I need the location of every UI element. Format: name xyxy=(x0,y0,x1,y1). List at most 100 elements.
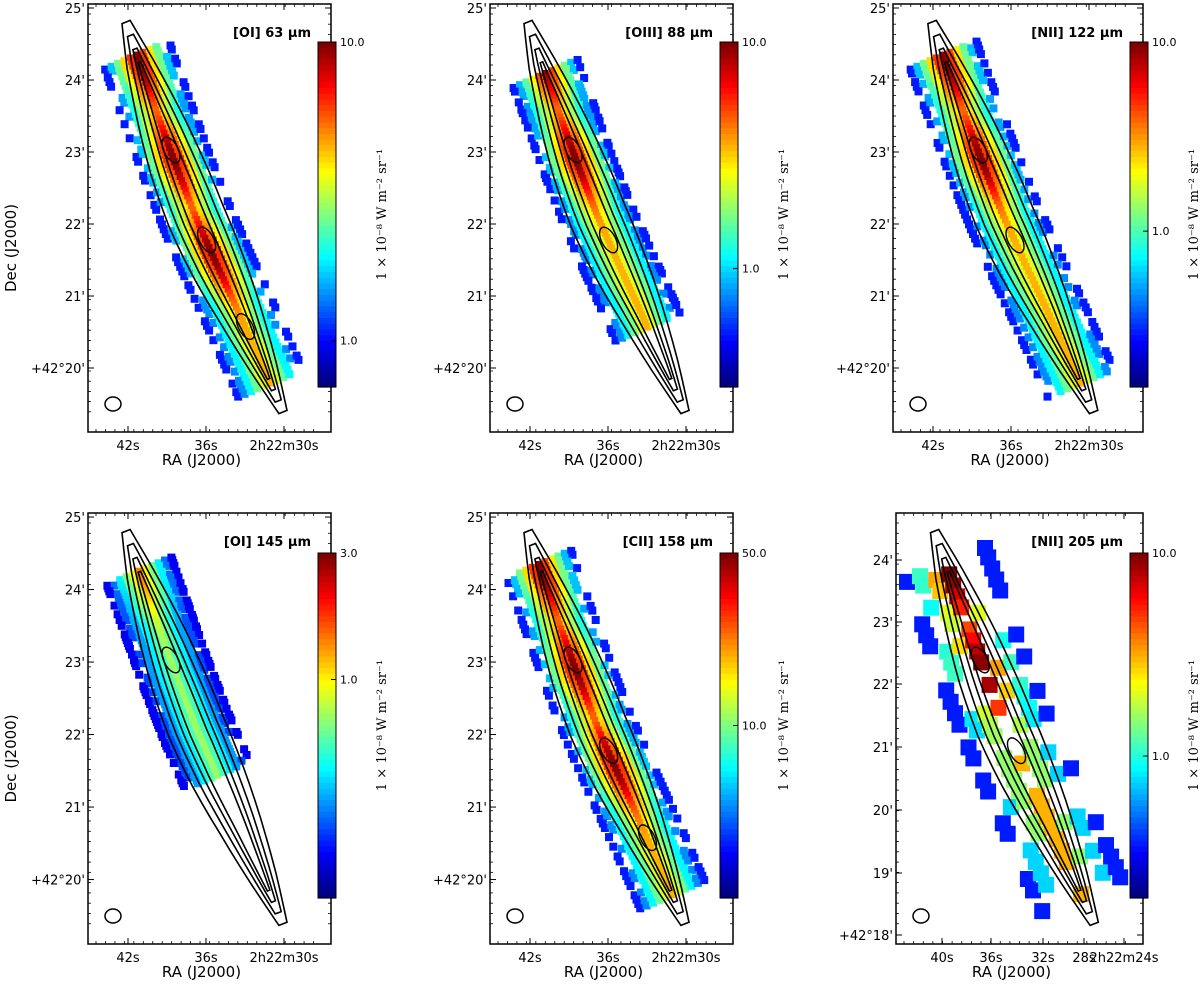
emission-pixel xyxy=(238,385,247,394)
x-tick-label: 2h22m30s xyxy=(249,439,318,454)
emission-pixel xyxy=(244,260,253,269)
emission-pixel xyxy=(147,113,156,122)
emission-pixel xyxy=(540,660,549,669)
emission-pixel xyxy=(637,853,646,862)
emission-pixel xyxy=(980,783,997,800)
emission-pixel xyxy=(1006,129,1015,138)
emission-pixel xyxy=(994,285,1003,294)
emission-pixel xyxy=(645,787,654,796)
emission-pixel xyxy=(277,368,286,377)
emission-pixel xyxy=(624,330,633,339)
emission-pixel xyxy=(1014,244,1023,253)
emission-pixel xyxy=(1020,185,1029,194)
colorbar-segment xyxy=(318,335,336,342)
emission-pixel xyxy=(639,876,648,885)
emission-pixel xyxy=(527,134,536,143)
emission-pixel xyxy=(144,104,153,113)
emission-pixel xyxy=(150,139,158,148)
emission-pixel xyxy=(151,101,159,110)
emission-pixel xyxy=(1037,362,1046,371)
emission-pixel xyxy=(934,100,943,109)
emission-pixel xyxy=(152,106,161,115)
emission-pixel xyxy=(623,190,632,199)
emission-pixel xyxy=(621,204,630,213)
colorbar-segment xyxy=(1130,788,1148,796)
emission-pixel xyxy=(948,116,957,125)
emission-pixel xyxy=(598,819,607,828)
colorbar-segment xyxy=(318,576,336,583)
emission-pixel xyxy=(185,135,194,144)
emission-pixel xyxy=(978,157,987,166)
emission-pixel xyxy=(962,72,971,81)
emission-pixel xyxy=(1054,382,1063,391)
panel-title: [CII] 158 μm xyxy=(623,535,713,550)
contour-line xyxy=(927,19,1099,415)
colorbar-segment xyxy=(1130,863,1148,870)
emission-pixel xyxy=(665,303,674,312)
colorbar-segment xyxy=(1130,714,1148,721)
emission-pixel xyxy=(196,203,205,212)
emission-pixel xyxy=(233,730,242,739)
emission-pixel xyxy=(205,293,214,302)
emission-pixel xyxy=(193,216,202,224)
emission-pixel xyxy=(199,280,208,289)
emission-pixel xyxy=(220,260,229,268)
emission-pixel xyxy=(170,561,179,570)
colorbar-segment xyxy=(720,587,738,594)
emission-pixel xyxy=(660,786,669,795)
emission-pixel xyxy=(996,290,1005,299)
emission-pixel xyxy=(624,877,633,885)
emission-pixel xyxy=(285,370,294,379)
emission-pixel xyxy=(523,102,532,111)
emission-pixel xyxy=(128,100,137,109)
emission-pixel xyxy=(235,275,244,284)
colorbar-segment xyxy=(1130,272,1148,279)
colorbar-segment xyxy=(1130,599,1148,606)
emission-pixel xyxy=(594,794,603,802)
emission-pixel xyxy=(567,632,576,640)
emission-pixel xyxy=(555,207,563,216)
x-tick-label: 36s xyxy=(194,439,218,454)
colorbar-segment xyxy=(1130,220,1148,227)
colorbar-segment xyxy=(720,59,738,66)
emission-pixel xyxy=(1033,318,1042,327)
emission-pixel xyxy=(187,140,195,148)
emission-pixel xyxy=(215,686,224,695)
emission-pixel xyxy=(1018,336,1026,345)
emission-pixel xyxy=(198,208,207,217)
emission-pixel xyxy=(982,107,991,116)
emission-pixel xyxy=(568,571,577,580)
emission-pixel xyxy=(153,149,162,158)
emission-pixel xyxy=(1031,330,1040,339)
emission-pixel xyxy=(265,341,273,349)
emission-pixel xyxy=(926,77,934,86)
colorbar-segment xyxy=(1130,289,1148,296)
emission-pixel xyxy=(592,659,601,668)
colorbar-segment xyxy=(318,329,336,336)
emission-pixel xyxy=(160,108,169,117)
emission-pixel xyxy=(1007,280,1016,289)
intensity-contours xyxy=(121,19,288,415)
emission-pixel xyxy=(620,766,629,775)
emission-pixel xyxy=(215,316,224,325)
emission-pixel xyxy=(1024,299,1033,308)
emission-pixel xyxy=(971,139,980,147)
emission-pixel xyxy=(194,303,203,312)
emission-pixel xyxy=(969,112,978,121)
emission-pixel xyxy=(254,351,263,360)
colorbar-segment xyxy=(318,553,336,560)
emission-pixel xyxy=(557,603,566,612)
emission-pixel xyxy=(607,149,616,158)
emission-pixel xyxy=(146,191,155,200)
emission-pixel xyxy=(583,674,592,683)
emission-pixel xyxy=(240,745,249,754)
peak-contour xyxy=(637,824,658,852)
emission-pixel xyxy=(135,670,144,679)
colorbar-segment xyxy=(318,312,336,319)
emission-pixel xyxy=(669,839,678,848)
emission-pixel xyxy=(1048,317,1057,326)
emission-pixel xyxy=(996,123,1005,132)
emission-pixel xyxy=(200,213,209,222)
colorbar-segment xyxy=(1130,834,1148,842)
emission-pixel xyxy=(658,782,667,791)
